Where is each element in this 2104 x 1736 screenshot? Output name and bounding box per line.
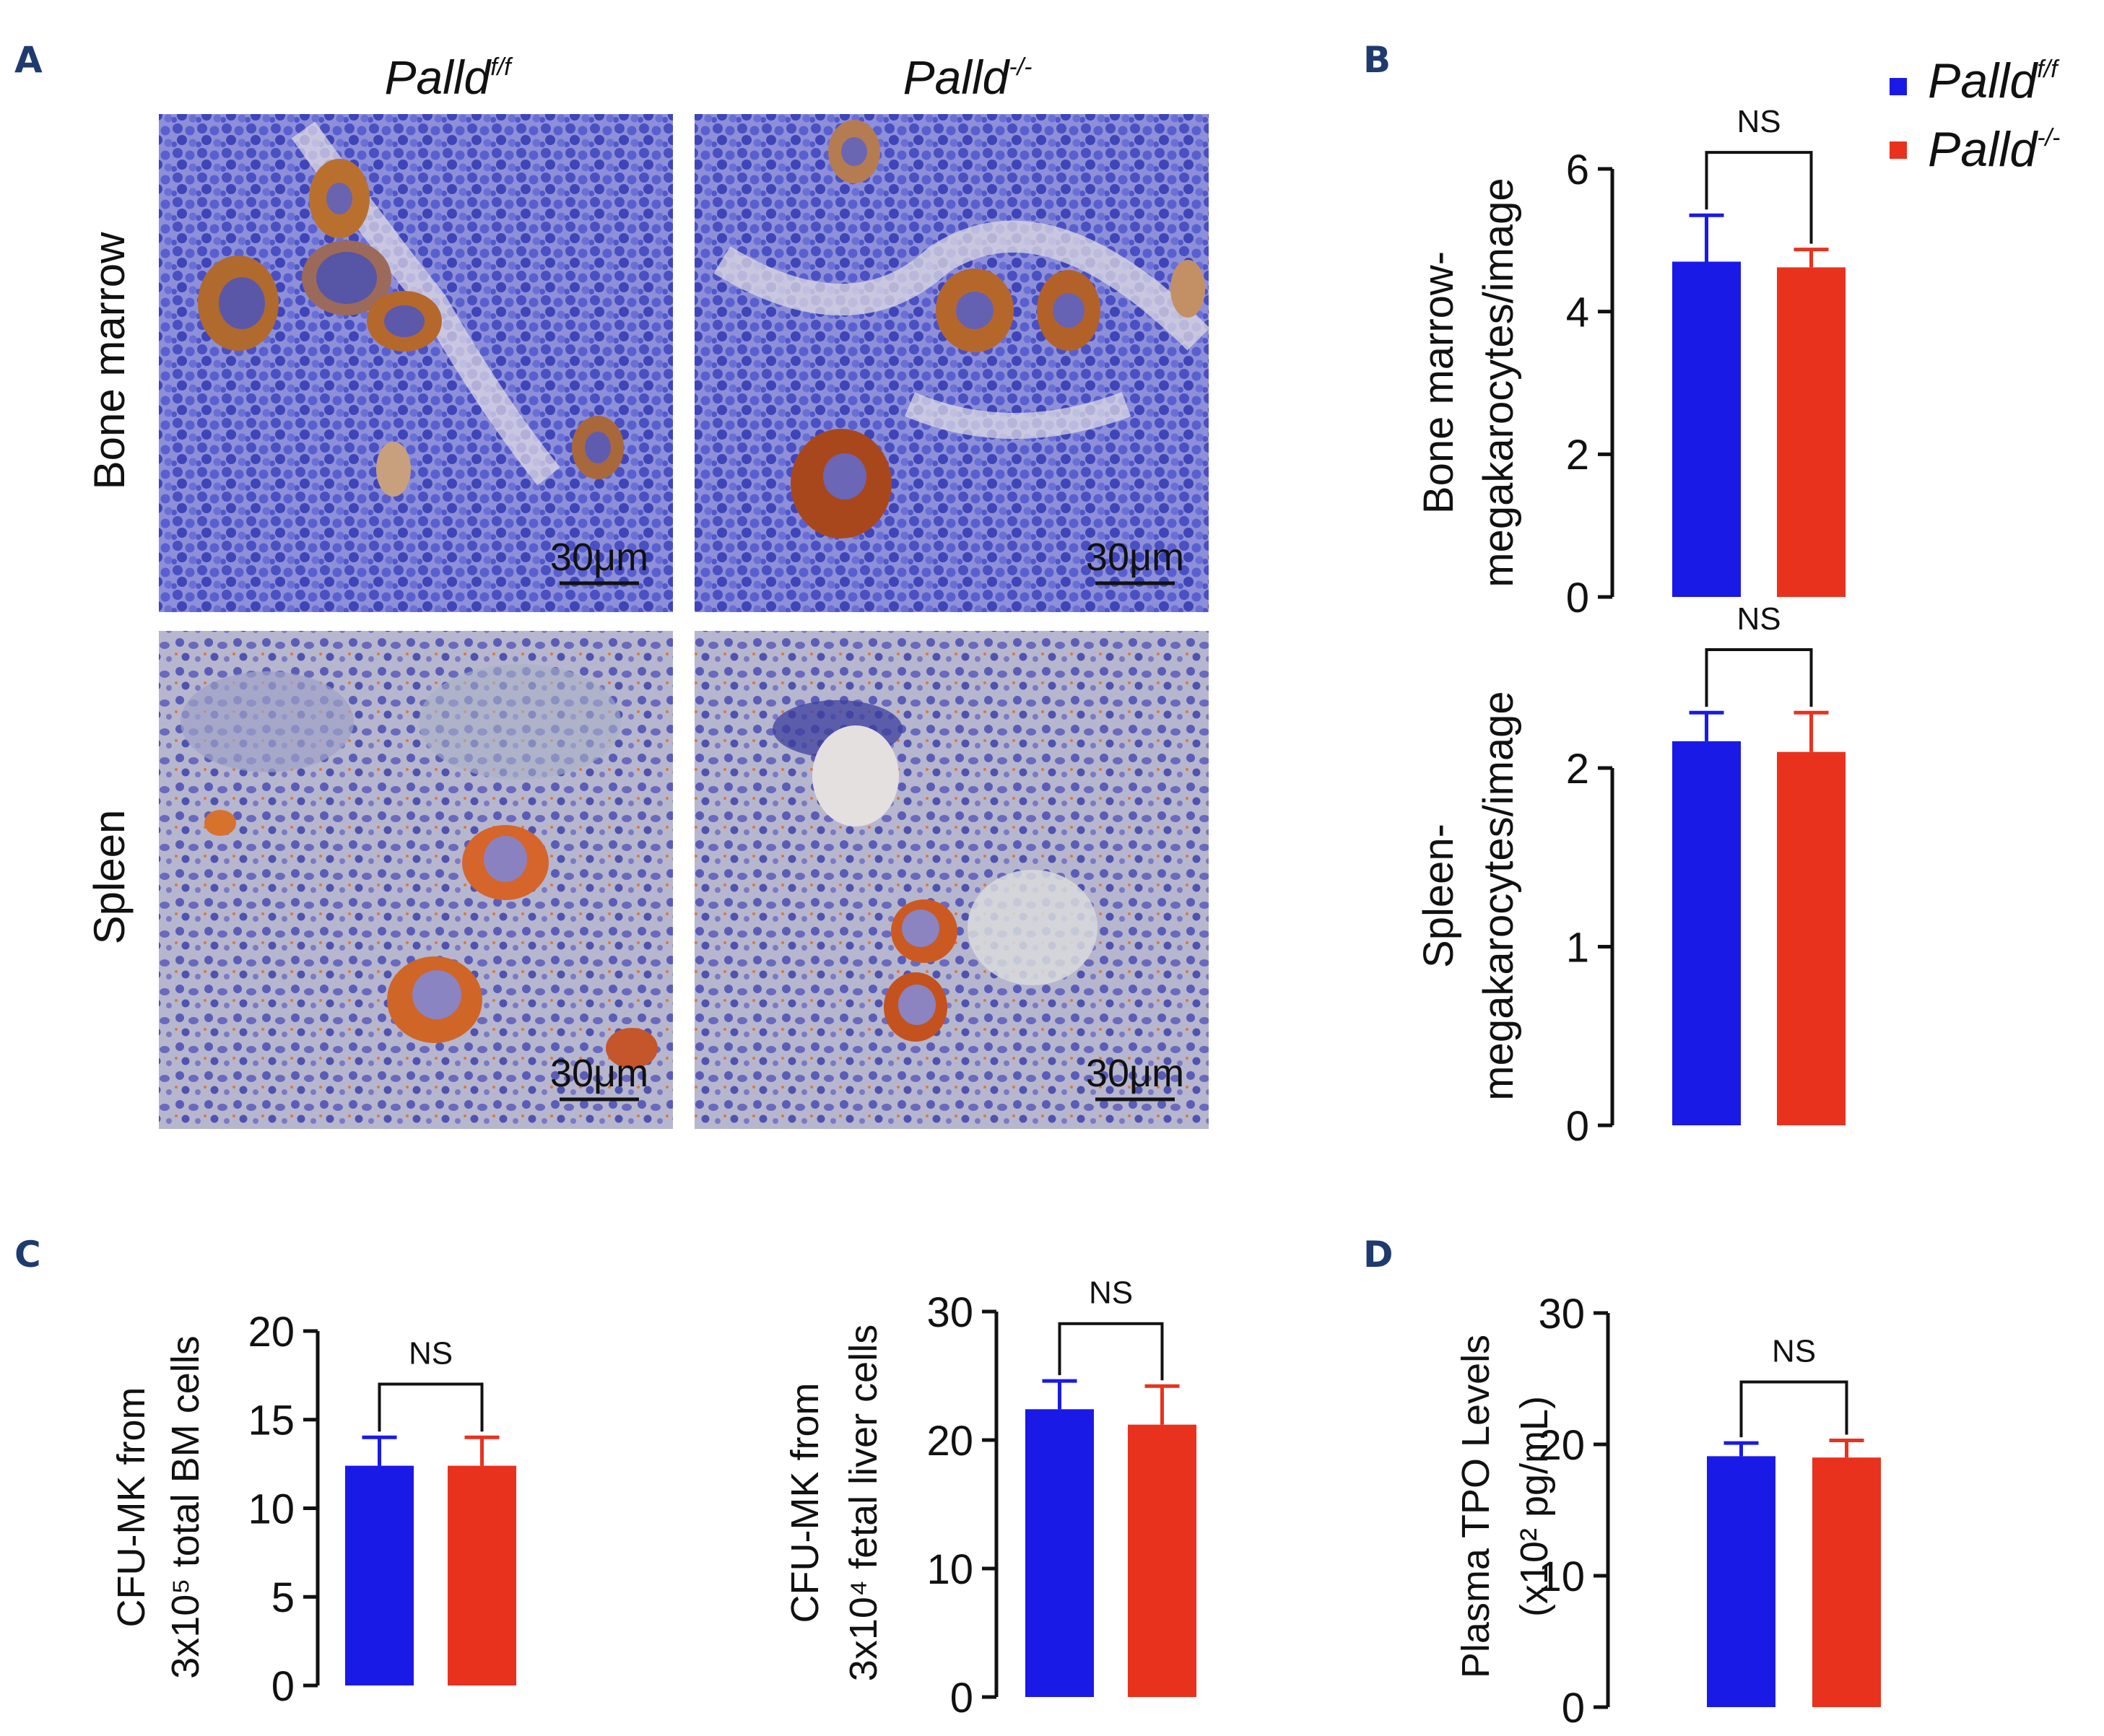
micrograph-bone-marrow-palld-ko (695, 114, 1210, 612)
bar-palld-ko (1777, 267, 1846, 597)
bar-palld-ff (1672, 261, 1741, 597)
y-tick-label: 2 (1566, 746, 1589, 793)
panel-label-a: A (14, 39, 43, 81)
significance-bracket (1705, 151, 1813, 244)
y-axis-label: 3x10⁵ total BM cells (164, 1335, 207, 1679)
bar-palld-ff (1672, 741, 1741, 1125)
y-tick-label: 20 (248, 1309, 295, 1356)
scale-bar-label: 30μm (550, 1052, 648, 1095)
y-tick-label: 20 (1538, 1422, 1585, 1469)
significance-bracket (378, 1382, 484, 1432)
y-tick-label: 5 (271, 1574, 295, 1621)
micrograph-spleen-palld-ko (695, 631, 1209, 1129)
y-axis-label: Plasma TPO Levels (1454, 1335, 1497, 1678)
y-tick-label: 0 (1566, 1103, 1589, 1150)
significance-label: NS (1736, 104, 1781, 139)
bar-palld-ko (1777, 751, 1846, 1125)
scale-bar-label: 30μm (550, 536, 648, 579)
y-axis-label: Bone marrow- (1415, 251, 1462, 514)
chart-bone-marrow-megakaryocytes: 0 2 4 6 NS Bone marrow-megakarocytes/image (1415, 104, 1846, 621)
bar-palld-ff (1707, 1456, 1775, 1707)
chart-plasma-tpo-levels: 0 10 20 30 NS Plasma TPO Levels (x10² pg/mL) (1454, 1291, 1881, 1732)
y-tick-label: 10 (1538, 1553, 1585, 1600)
significance-label: NS (1772, 1334, 1816, 1369)
column-header-palld-ko: Palld-/- (903, 51, 1033, 104)
bar-palld-ff (1025, 1409, 1094, 1697)
y-tick-label: 2 (1566, 432, 1589, 479)
micrograph-bone-marrow-palld-ff (159, 114, 673, 612)
y-tick-label: 10 (926, 1546, 973, 1593)
y-tick-label: 0 (1562, 1685, 1585, 1732)
y-axis-label: megakarocytes/image (1475, 691, 1522, 1100)
significance-label: NS (1089, 1275, 1133, 1311)
y-tick-label: 30 (1538, 1291, 1585, 1338)
panel-c: C 0 5 10 15 20 NS CFU-MK from 3x10⁵ total BM ce… (14, 1234, 1196, 1722)
y-axis-label: (x10² pg/mL) (1513, 1396, 1556, 1617)
panel-a: A Palldf/f Palld-/- Bone marrow Spleen (14, 39, 1210, 1129)
y-axis-label: CFU-MK from (110, 1387, 153, 1628)
y-tick-label: 6 (1566, 147, 1589, 193)
legend-swatch-palld-ff (1890, 78, 1907, 95)
scale-bar-label: 30μm (1086, 1052, 1184, 1095)
significance-bracket (1058, 1322, 1164, 1381)
legend: Palldf/f Palld-/- (1890, 53, 2060, 177)
legend-swatch-palld-ko (1890, 141, 1907, 159)
scale-bar: 30μm (550, 536, 648, 585)
y-tick-label: 4 (1566, 289, 1589, 336)
panel-label-d: D (1363, 1234, 1394, 1275)
row-label-spleen: Spleen (85, 810, 134, 945)
bar-palld-ff (345, 1465, 414, 1685)
panel-label-c: C (14, 1234, 41, 1275)
bar-palld-ko (1128, 1424, 1196, 1697)
y-tick-label: 0 (1566, 575, 1589, 621)
bar-palld-ko (1812, 1457, 1881, 1707)
significance-label: NS (1736, 601, 1781, 637)
scale-bar: 30μm (1086, 1052, 1184, 1102)
y-tick-label: 0 (950, 1675, 973, 1722)
bar-palld-ko (448, 1465, 516, 1685)
row-label-bone-marrow: Bone marrow (85, 232, 134, 489)
scale-bar-label: 30μm (1086, 536, 1184, 579)
panel-label-b: B (1363, 39, 1391, 81)
column-header-palld-ff: Palldf/f (384, 51, 513, 104)
y-axis-label: CFU-MK from (783, 1383, 827, 1623)
chart-cfu-mk-fetal-liver-cells: 0 10 20 30 NS CFU-MK from 3x10⁴ fetal liver ce… (783, 1275, 1196, 1722)
panel-d: D 0 10 20 30 NS Plasma TPO Levels (x10² pg/mL) (1363, 1234, 1881, 1732)
y-axis-label: Spleen- (1415, 824, 1462, 968)
scale-bar: 30μm (550, 1052, 648, 1102)
y-axis-label: megakarocytes/image (1475, 178, 1522, 587)
y-tick-label: 20 (926, 1418, 973, 1465)
y-tick-label: 0 (271, 1663, 295, 1710)
legend-label-palld-ko: Palld-/- (1928, 122, 2060, 177)
y-tick-label: 10 (248, 1486, 295, 1532)
panel-b: B Palldf/f Palld-/- 0 2 4 6 NS Bone marrow-me… (1363, 39, 2060, 1150)
significance-bracket (1739, 1380, 1848, 1438)
chart-spleen-megakaryocytes: 0 1 2 NS Spleen-megakarocytes/image (1415, 601, 1846, 1150)
y-tick-label: 15 (248, 1397, 295, 1444)
significance-bracket (1705, 648, 1813, 707)
y-axis-label: 3x10⁴ fetal liver cells (842, 1325, 885, 1681)
scale-bar: 30μm (1086, 536, 1184, 585)
chart-cfu-mk-bm-cells: 0 5 10 15 20 NS CFU-MK from 3x10⁵ total BM cell… (110, 1309, 516, 1710)
micrograph-spleen-palld-ff (159, 631, 673, 1129)
significance-label: NS (409, 1335, 453, 1371)
legend-label-palld-ff: Palldf/f (1928, 53, 2060, 108)
y-tick-label: 30 (926, 1289, 973, 1336)
y-tick-label: 1 (1566, 924, 1589, 971)
